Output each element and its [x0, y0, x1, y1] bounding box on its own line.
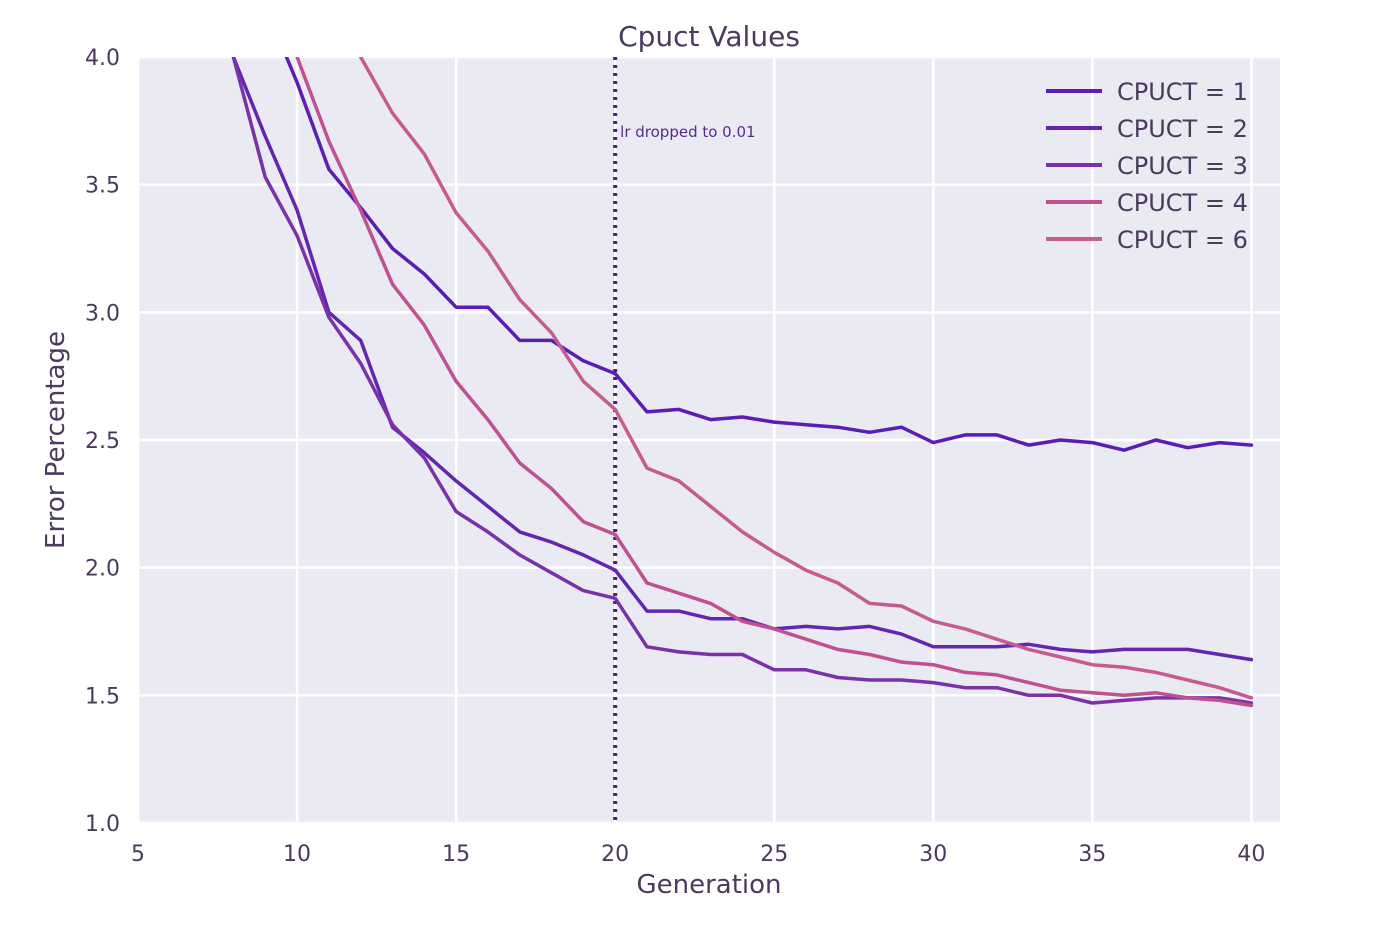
y-tick-label: 2.0 — [85, 557, 120, 582]
tick-labels: 5 10 15 20 25 30 35 40 1.0 1.5 2.0 2.5 3.0 3.5 4.0 — [85, 46, 1265, 867]
x-tick-label: 25 — [760, 842, 788, 867]
x-tick-label: 20 — [601, 842, 629, 867]
x-tick-label: 15 — [442, 842, 470, 867]
legend-label: CPUCT = 6 — [1117, 226, 1248, 254]
x-tick-label: 40 — [1237, 842, 1265, 867]
legend: CPUCT = 1 CPUCT = 2 CPUCT = 3 CPUCT = 4 CPUC… — [1046, 78, 1248, 254]
grid — [136, 55, 1280, 825]
lr-drop-annotation: lr dropped to 0.01 — [620, 123, 755, 141]
series-line-cpuct-5 — [358, 57, 1254, 700]
series-lines — [231, 57, 1254, 708]
x-tick-label: 5 — [131, 842, 145, 867]
legend-item: CPUCT = 1 — [1046, 78, 1248, 106]
y-tick-label: 3.5 — [85, 174, 120, 199]
x-axis-title: Generation — [636, 870, 781, 900]
series-line-cpuct-1 — [284, 57, 1254, 452]
legend-label: CPUCT = 2 — [1117, 115, 1248, 143]
legend-item: CPUCT = 3 — [1046, 152, 1248, 180]
y-tick-label: 3.0 — [85, 301, 120, 326]
series-line-cpuct-3 — [231, 57, 1254, 705]
legend-label: CPUCT = 1 — [1117, 78, 1248, 106]
legend-item: CPUCT = 4 — [1046, 189, 1248, 217]
x-tick-label: 10 — [283, 842, 311, 867]
legend-label: CPUCT = 4 — [1117, 189, 1248, 217]
x-tick-label: 35 — [1078, 842, 1106, 867]
y-tick-label: 1.0 — [85, 812, 120, 837]
y-tick-label: 1.5 — [85, 684, 120, 709]
legend-item: CPUCT = 6 — [1046, 226, 1248, 254]
series-line-cpuct-4 — [295, 57, 1254, 708]
y-tick-label: 2.5 — [85, 429, 120, 454]
legend-label: CPUCT = 3 — [1117, 152, 1248, 180]
x-tick-label: 30 — [919, 842, 947, 867]
y-axis-title: Error Percentage — [41, 331, 71, 549]
chart-title: Cpuct Values — [618, 20, 800, 53]
y-tick-label: 4.0 — [85, 46, 120, 71]
annotations: lr dropped to 0.01 — [613, 57, 756, 823]
legend-item: CPUCT = 2 — [1046, 115, 1248, 143]
